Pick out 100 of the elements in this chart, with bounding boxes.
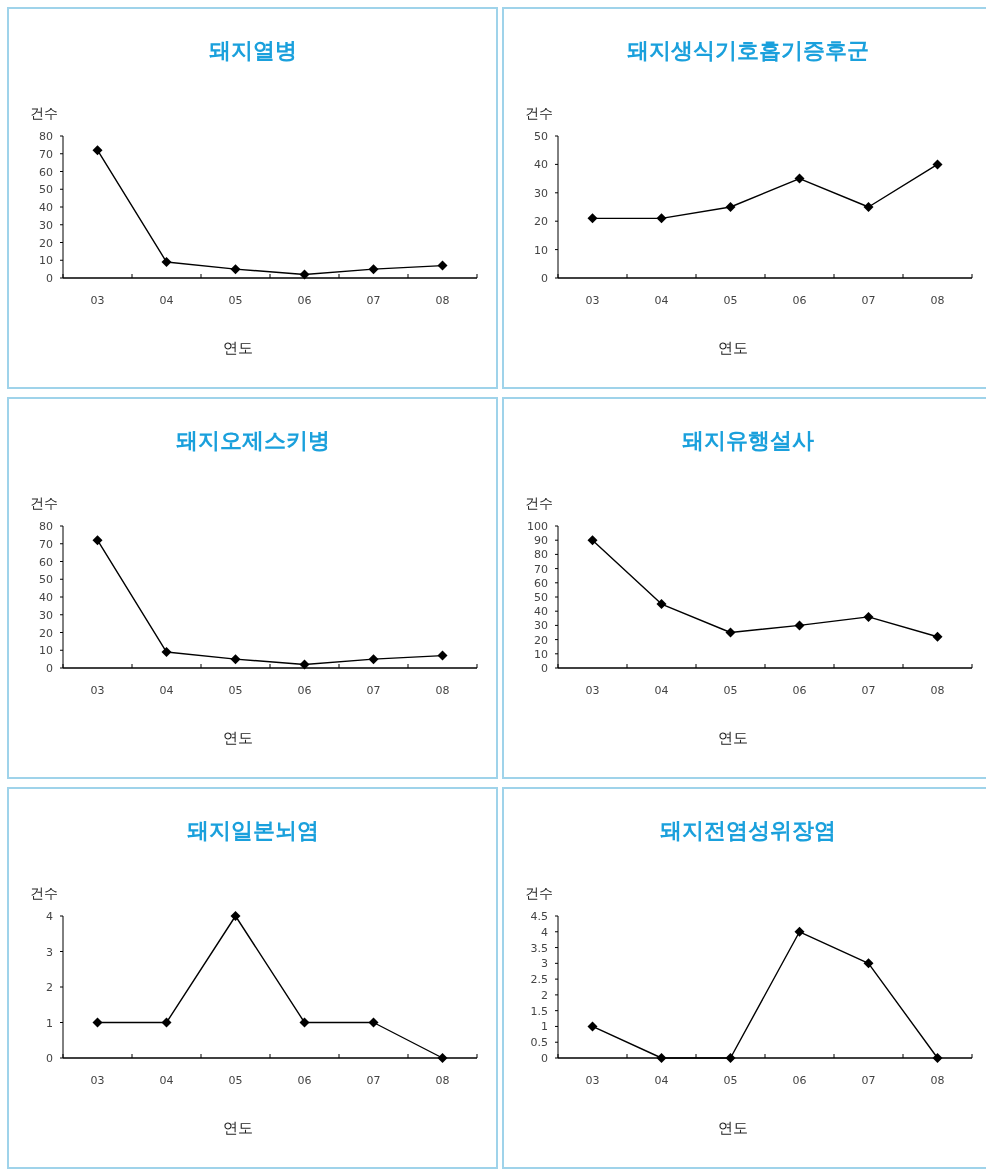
y-tick-label: 20 [534, 633, 548, 647]
y-axis-title: 건수 [525, 495, 553, 511]
x-tick-label: 08 [930, 294, 945, 307]
x-tick-label: 05 [723, 1074, 738, 1087]
y-tick-label: 20 [39, 626, 53, 640]
chart-title: 돼지유행설사 [681, 428, 814, 453]
chart-title: 돼지오제스키병 [175, 428, 330, 453]
x-tick-label: 06 [792, 294, 807, 307]
point [656, 1053, 667, 1063]
x-tick-label: 06 [792, 1074, 807, 1087]
x-tick-label: 07 [366, 294, 381, 307]
chart-title: 돼지열병 [208, 38, 297, 63]
y-tick-label: 80 [534, 548, 548, 562]
x-tick-label: 08 [930, 1074, 945, 1087]
point [161, 647, 172, 658]
y-tick-label: 0 [46, 662, 53, 675]
point [299, 269, 310, 280]
y-tick-label: 40 [534, 605, 548, 619]
point [299, 1017, 310, 1028]
y-tick-label: 30 [39, 608, 53, 622]
point [230, 264, 241, 275]
y-axis-title: 건수 [525, 885, 553, 901]
y-tick-label: 80 [39, 520, 53, 533]
point [368, 264, 379, 275]
y-tick-label: 50 [534, 591, 548, 604]
point [230, 911, 241, 921]
y-tick-label: 30 [534, 186, 548, 200]
x-tick-label: 08 [435, 294, 450, 307]
x-axis-title: 연도 [717, 729, 748, 747]
x-tick-label: 06 [297, 1074, 312, 1087]
point [92, 1017, 103, 1028]
y-tick-label: 50 [534, 130, 548, 143]
point [932, 631, 943, 642]
x-axis-title: 연도 [717, 1119, 748, 1137]
point [437, 650, 448, 661]
y-tick-label: 20 [39, 236, 53, 250]
point [656, 213, 667, 224]
x-tick-label: 03 [90, 684, 105, 697]
y-tick-label: 30 [39, 218, 53, 232]
x-tick-label: 08 [930, 684, 945, 697]
x-tick-label: 04 [159, 294, 174, 307]
y-tick-label: 10 [39, 254, 53, 268]
x-tick-label: 07 [861, 294, 876, 307]
y-tick-label: 70 [39, 537, 53, 551]
y-tick-label: 0 [541, 662, 548, 675]
y-tick-label: 80 [39, 130, 53, 143]
point [656, 599, 667, 610]
x-tick-label: 06 [792, 684, 807, 697]
x-axis-title: 연도 [717, 339, 748, 357]
point [794, 173, 805, 184]
point [299, 659, 310, 670]
point [863, 202, 874, 212]
y-tick-label: 3 [46, 945, 53, 959]
point [368, 654, 379, 665]
y-tick-label: 0.5 [530, 1036, 548, 1050]
point [863, 611, 874, 622]
y-axis-title: 건수 [30, 495, 58, 511]
x-tick-label: 05 [228, 684, 243, 697]
point [92, 145, 103, 156]
x-tick-label: 03 [585, 294, 600, 307]
x-tick-label: 07 [366, 1074, 381, 1087]
y-tick-label: 1.5 [530, 1004, 548, 1018]
point [587, 213, 598, 224]
x-tick-label: 03 [90, 1074, 105, 1087]
point [230, 654, 241, 665]
y-tick-label: 40 [534, 158, 548, 172]
y-tick-label: 10 [534, 243, 548, 257]
x-tick-label: 08 [435, 1074, 450, 1087]
point [932, 159, 943, 170]
point [437, 260, 448, 271]
point [161, 257, 172, 268]
y-axis-title: 건수 [30, 105, 58, 121]
point [863, 958, 874, 969]
point [437, 1053, 448, 1063]
y-tick-label: 10 [534, 647, 548, 661]
y-tick-label: 0 [541, 272, 548, 285]
y-tick-label: 10 [39, 644, 53, 658]
y-tick-label: 4 [46, 910, 53, 923]
x-tick-label: 05 [228, 1074, 243, 1087]
point [587, 535, 598, 546]
chart-title: 돼지생식기호흡기증후군 [626, 38, 869, 63]
y-tick-label: 1 [46, 1016, 53, 1030]
y-tick-label: 1 [541, 1020, 548, 1034]
y-tick-label: 60 [39, 165, 53, 179]
y-tick-label: 30 [534, 619, 548, 633]
point [587, 1021, 598, 1032]
x-tick-label: 07 [861, 684, 876, 697]
y-tick-label: 60 [534, 576, 548, 590]
y-tick-label: 2 [46, 981, 53, 994]
chart-title: 돼지전염성위장염 [659, 818, 836, 843]
x-tick-label: 06 [297, 684, 312, 697]
x-axis-title: 연도 [222, 1119, 253, 1137]
x-tick-label: 08 [435, 684, 450, 697]
x-axis-title: 연도 [222, 339, 253, 357]
point [368, 1017, 379, 1028]
point [161, 1017, 172, 1028]
x-tick-label: 04 [654, 684, 669, 697]
y-tick-label: 50 [39, 183, 53, 197]
point [725, 627, 736, 638]
point [932, 1053, 943, 1063]
